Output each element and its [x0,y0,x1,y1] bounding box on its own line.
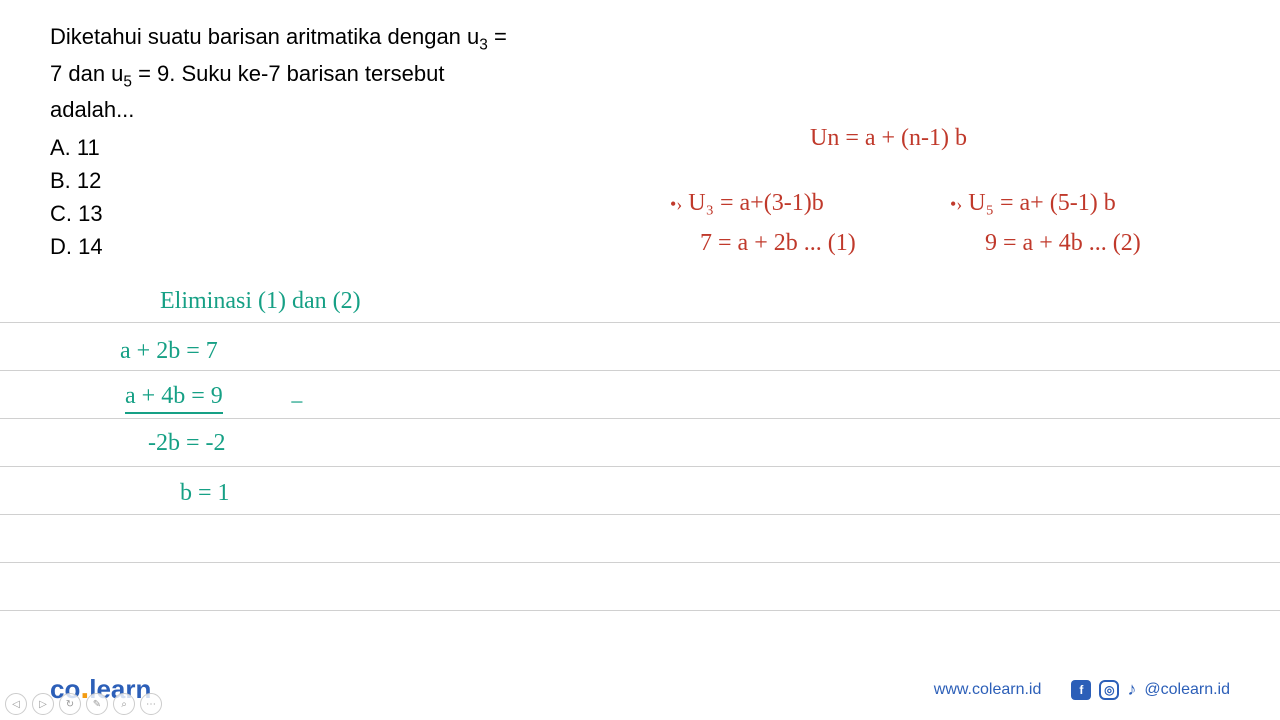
player-controls: ◁ ▷ ↻ ✎ ⌕ ⋯ [5,693,162,715]
social-icons: f ◎ ♪ @colearn.id [1071,679,1230,700]
footer: co.learn www.colearn.id f ◎ ♪ @colearn.i… [0,674,1280,705]
question-eq1: = [488,24,507,49]
more-button[interactable]: ⋯ [140,693,162,715]
bullet-1: •› [670,194,682,214]
question-part1: Diketahui suatu barisan aritmatika denga… [50,24,479,49]
bullet-2: •› [950,194,962,214]
question-text: Diketahui suatu barisan aritmatika denga… [50,20,570,126]
question-part2: 7 dan u [50,61,123,86]
facebook-icon: f [1071,680,1091,700]
formula-general: Un = a + (n-1) b [810,125,967,152]
question-part3: = 9. Suku ke-7 barisan tersebut [132,61,444,86]
footer-right: www.colearn.id f ◎ ♪ @colearn.id [934,679,1230,700]
formula-u5: •› U₅ = a+ (5-1) b [950,190,1116,217]
prev-button[interactable]: ◁ [5,693,27,715]
elimination-result1: -2b = -2 [148,430,226,457]
subscript-3: 3 [479,36,488,53]
question-part4: adalah... [50,97,134,122]
refresh-button[interactable]: ↻ [59,693,81,715]
formula-u5-result: 9 = a + 4b ... (2) [985,230,1141,257]
elimination-title: Eliminasi (1) dan (2) [160,288,361,315]
instagram-icon: ◎ [1099,680,1119,700]
elimination-eq1: a + 2b = 7 [120,338,218,365]
elimination-result2: b = 1 [180,480,230,507]
formula-u3: •› U₃ = a+(3-1)b [670,190,824,217]
formula-u3-result: 7 = a + 2b ... (1) [700,230,856,257]
search-button[interactable]: ⌕ [113,693,135,715]
tiktok-icon: ♪ [1127,679,1136,700]
subscript-5: 5 [123,73,132,90]
social-handle: @colearn.id [1144,681,1230,699]
u3-eq: U₃ = a+(3-1)b [682,190,823,216]
website-url: www.colearn.id [934,681,1042,699]
option-a: A. 11 [50,131,1230,164]
u5-eq: U₅ = a+ (5-1) b [962,190,1115,216]
ruled-paper-lines [0,275,1280,675]
pen-button[interactable]: ✎ [86,693,108,715]
elimination-eq2: a + 4b = 9 [125,383,223,414]
elimination-minus: − [290,390,304,417]
play-button[interactable]: ▷ [32,693,54,715]
